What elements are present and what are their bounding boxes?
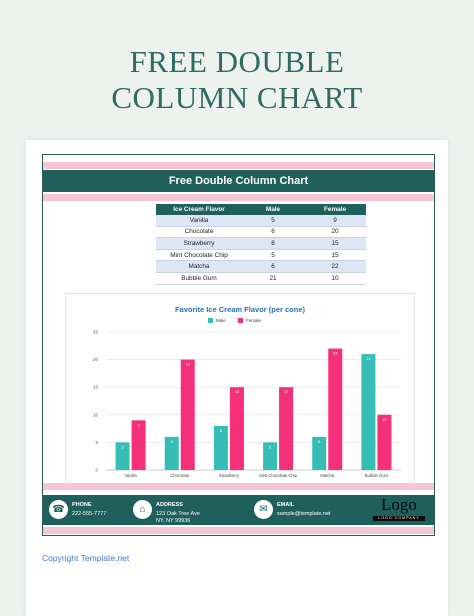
x-tick-label: Strawberry xyxy=(219,473,240,478)
copyright-link[interactable]: Copyright Template.net xyxy=(42,553,130,563)
bar-data-label: 22 xyxy=(333,352,337,356)
y-tick-label: 25 xyxy=(93,330,99,335)
legend-label: Male xyxy=(216,318,226,323)
bar xyxy=(115,442,130,470)
table-cell: 22 xyxy=(304,260,366,273)
table-row: Mint Chocolate Chip 5 15 xyxy=(156,249,366,262)
bottom-pink-stripe xyxy=(43,527,434,534)
document-frame: Free Double Column Chart Ice Cream Flavo… xyxy=(42,154,435,536)
email-value: sample@template.net xyxy=(277,511,331,517)
email-label: EMAIL xyxy=(277,502,295,508)
bar xyxy=(377,414,392,470)
table-cell: 15 xyxy=(304,249,366,262)
table-cell: Bubble Gum xyxy=(156,272,242,285)
logo-subtitle: LOGO COMPANY xyxy=(373,516,425,521)
bar-data-label: 10 xyxy=(382,418,386,422)
table-row: Vanilla 5 9 xyxy=(156,215,366,227)
table-cell: 5 xyxy=(242,249,304,262)
pre-footer-pink-stripe xyxy=(43,483,434,490)
table-cell: Vanilla xyxy=(156,215,242,227)
company-logo: Logo LOGO COMPANY xyxy=(369,495,429,523)
page-title: FREE DOUBLE COLUMN CHART xyxy=(0,44,474,116)
table-header-flavor: Ice Cream Flavor xyxy=(156,204,242,215)
legend-label: Female xyxy=(246,318,262,323)
phone-icon: ☎ xyxy=(49,500,68,519)
email-icon: ✉ xyxy=(254,500,273,519)
table-cell: 10 xyxy=(304,272,366,285)
table-row: Chocolate 6 20 xyxy=(156,226,366,239)
bar xyxy=(164,436,179,470)
table-cell: Strawberry xyxy=(156,237,242,250)
page-title-line1: FREE DOUBLE xyxy=(129,44,345,79)
chart-title: Favorite Ice Cream Flavor (per cone) xyxy=(175,305,306,314)
x-tick-label: Matcha xyxy=(320,473,334,478)
address-label: ADDRESS xyxy=(156,502,183,508)
y-tick-label: 20 xyxy=(93,357,99,362)
bar-data-label: 8 xyxy=(220,429,222,433)
y-tick-label: 15 xyxy=(93,385,99,390)
phone-value: 222-555-7777 xyxy=(72,511,107,517)
y-tick-label: 5 xyxy=(95,440,98,445)
address-line1: 123 Oak Tree Ave xyxy=(156,511,200,517)
table-cell: 15 xyxy=(304,237,366,250)
table-row: Bubble Gum 21 10 xyxy=(156,272,366,285)
bar-data-label: 15 xyxy=(235,390,239,394)
table-cell: 6 xyxy=(242,226,304,239)
table-header-female: Female xyxy=(304,204,366,215)
chart-container: Favorite Ice Cream Flavor (per cone) Male… xyxy=(65,293,415,485)
bar xyxy=(312,436,327,470)
bar-data-label: 5 xyxy=(122,445,124,449)
table-header-row: Ice Cream Flavor Male Female xyxy=(156,204,366,215)
contact-footer: ☎ PHONE 222-555-7777 ⌂ ADDRESS 123 Oak T… xyxy=(43,495,434,525)
phone-label: PHONE xyxy=(72,502,92,508)
x-tick-label: Bubble Gum xyxy=(365,473,389,478)
table-row: Strawberry 8 15 xyxy=(156,237,366,250)
bar xyxy=(279,387,294,470)
table-cell: 6 xyxy=(242,260,304,273)
logo-word: Logo xyxy=(381,495,417,514)
table-cell: Chocolate xyxy=(156,226,242,239)
bar xyxy=(263,442,278,470)
table-row: Matcha 6 22 xyxy=(156,260,366,273)
bar xyxy=(229,387,244,470)
banner-title: Free Double Column Chart xyxy=(43,170,434,192)
banner-pink-stripe xyxy=(43,194,434,201)
bar xyxy=(361,354,376,470)
bar xyxy=(180,359,195,470)
x-tick-label: Vanilla xyxy=(124,473,137,478)
legend-swatch xyxy=(208,318,213,323)
top-pink-stripe xyxy=(43,162,434,169)
table-cell: 8 xyxy=(242,237,304,250)
document-preview: Free Double Column Chart Ice Cream Flavo… xyxy=(26,140,448,616)
table-cell: Matcha xyxy=(156,260,242,273)
bar-data-label: 6 xyxy=(171,440,173,444)
page-title-line2: COLUMN CHART xyxy=(111,80,363,115)
bar-data-label: 5 xyxy=(269,445,271,449)
table-cell: 9 xyxy=(304,215,366,227)
bar-data-label: 15 xyxy=(284,390,288,394)
y-tick-label: 10 xyxy=(93,412,99,417)
legend-swatch xyxy=(238,318,243,323)
address-line2: NY, NY 99936 xyxy=(156,518,191,524)
y-tick-label: 0 xyxy=(95,468,98,473)
bar-data-label: 21 xyxy=(366,357,370,361)
bar xyxy=(328,348,343,470)
x-tick-label: Chocolate xyxy=(170,473,190,478)
x-tick-label: Mint Chocolate Chip xyxy=(259,473,297,478)
table-cell: 20 xyxy=(304,226,366,239)
table-cell: 21 xyxy=(242,272,304,285)
bar xyxy=(213,425,228,470)
table-cell: Mint Chocolate Chip xyxy=(156,249,242,262)
bar-chart: Favorite Ice Cream Flavor (per cone) Male… xyxy=(93,305,401,478)
table-header-male: Male xyxy=(242,204,304,215)
bar-data-label: 9 xyxy=(138,423,140,427)
table-cell: 5 xyxy=(242,215,304,227)
bar-data-label: 20 xyxy=(186,363,190,367)
address-icon: ⌂ xyxy=(133,500,152,519)
bar xyxy=(131,420,146,470)
bar-data-label: 6 xyxy=(318,440,320,444)
flavor-table: Ice Cream Flavor Male Female Vanilla 5 9… xyxy=(156,204,366,285)
